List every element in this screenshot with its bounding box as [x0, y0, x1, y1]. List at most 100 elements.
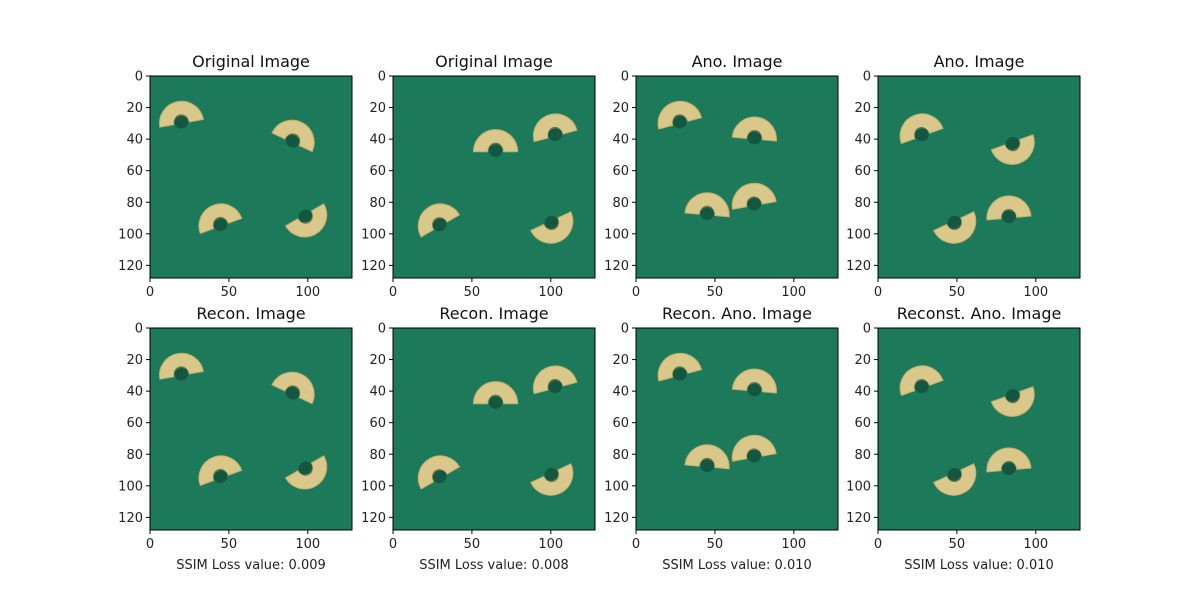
x-tick-label: 50 [464, 285, 481, 300]
y-tick-label: 60 [369, 164, 386, 179]
y-tick-label: 20 [854, 353, 871, 368]
y-tick-label: 120 [361, 511, 386, 526]
image-background [393, 328, 595, 530]
x-tick-label: 50 [707, 537, 724, 552]
panel-title: Original Image [192, 52, 310, 71]
y-tick-label: 120 [118, 259, 143, 274]
x-tick-label: 0 [874, 285, 882, 300]
pasta-shadow [488, 395, 502, 409]
y-tick-label: 80 [854, 448, 871, 463]
x-tick-label: 100 [781, 537, 806, 552]
y-tick-label: 60 [126, 416, 143, 431]
x-tick-label: 100 [538, 285, 563, 300]
x-tick-label: 100 [295, 285, 320, 300]
ssim-loss-label: SSIM Loss value: 0.008 [419, 558, 569, 573]
y-tick-label: 60 [854, 164, 871, 179]
x-tick-label: 0 [146, 537, 154, 552]
x-tick-label: 50 [949, 285, 966, 300]
x-tick-label: 0 [874, 537, 882, 552]
y-tick-label: 60 [369, 416, 386, 431]
y-tick-label: 60 [126, 164, 143, 179]
x-tick-label: 50 [949, 537, 966, 552]
y-tick-label: 0 [135, 70, 143, 85]
image-background [878, 328, 1080, 530]
y-tick-label: 100 [361, 479, 386, 494]
y-tick-label: 20 [369, 353, 386, 368]
y-tick-label: 40 [612, 385, 629, 400]
y-tick-label: 20 [126, 101, 143, 116]
y-tick-label: 40 [854, 133, 871, 148]
y-tick-label: 60 [612, 416, 629, 431]
x-tick-label: 100 [538, 537, 563, 552]
y-tick-label: 40 [369, 133, 386, 148]
x-tick-label: 0 [389, 537, 397, 552]
y-tick-label: 100 [604, 227, 629, 242]
x-tick-label: 50 [707, 285, 724, 300]
y-tick-label: 20 [612, 353, 629, 368]
panel-title: Recon. Ano. Image [662, 304, 812, 323]
y-tick-label: 100 [118, 227, 143, 242]
panel-title: Recon. Image [439, 304, 548, 323]
image-background [878, 76, 1080, 278]
y-tick-label: 0 [863, 70, 871, 85]
y-tick-label: 100 [846, 227, 871, 242]
y-tick-label: 0 [621, 70, 629, 85]
y-tick-label: 0 [135, 322, 143, 337]
y-tick-label: 80 [369, 448, 386, 463]
y-tick-label: 40 [369, 385, 386, 400]
panel-title: Ano. Image [934, 52, 1025, 71]
ssim-loss-label: SSIM Loss value: 0.009 [176, 558, 326, 573]
y-tick-label: 100 [118, 479, 143, 494]
y-tick-label: 20 [854, 101, 871, 116]
panel-title: Reconst. Ano. Image [897, 304, 1062, 323]
y-tick-label: 80 [126, 448, 143, 463]
y-tick-label: 120 [846, 259, 871, 274]
ssim-loss-label: SSIM Loss value: 0.010 [904, 558, 1054, 573]
y-tick-label: 0 [621, 322, 629, 337]
y-tick-label: 20 [126, 353, 143, 368]
y-tick-label: 120 [846, 511, 871, 526]
y-tick-label: 40 [126, 385, 143, 400]
x-tick-label: 100 [1023, 285, 1048, 300]
ssim-loss-label: SSIM Loss value: 0.010 [662, 558, 812, 573]
x-tick-label: 50 [221, 537, 238, 552]
y-tick-label: 0 [378, 322, 386, 337]
x-tick-label: 100 [781, 285, 806, 300]
y-tick-label: 120 [604, 259, 629, 274]
panel-title: Recon. Image [196, 304, 305, 323]
x-tick-label: 0 [146, 285, 154, 300]
panel-title: Ano. Image [692, 52, 783, 71]
y-tick-label: 120 [361, 259, 386, 274]
pasta-shadow [488, 143, 502, 157]
x-tick-label: 0 [632, 537, 640, 552]
y-tick-label: 60 [612, 164, 629, 179]
x-tick-label: 0 [632, 285, 640, 300]
x-tick-label: 100 [1023, 537, 1048, 552]
y-tick-label: 120 [118, 511, 143, 526]
x-tick-label: 50 [221, 285, 238, 300]
y-tick-label: 120 [604, 511, 629, 526]
y-tick-label: 80 [612, 196, 629, 211]
image-background [393, 76, 595, 278]
y-tick-label: 60 [854, 416, 871, 431]
y-tick-label: 80 [854, 196, 871, 211]
x-tick-label: 50 [464, 537, 481, 552]
y-tick-label: 0 [863, 322, 871, 337]
y-tick-label: 40 [612, 133, 629, 148]
y-tick-label: 80 [369, 196, 386, 211]
panel-title: Original Image [435, 52, 553, 71]
x-tick-label: 0 [389, 285, 397, 300]
x-tick-label: 100 [295, 537, 320, 552]
y-tick-label: 100 [846, 479, 871, 494]
panel-0-3: Ano. Image0204060801001200 50 100 [846, 52, 1080, 300]
y-tick-label: 0 [378, 70, 386, 85]
y-tick-label: 20 [369, 101, 386, 116]
